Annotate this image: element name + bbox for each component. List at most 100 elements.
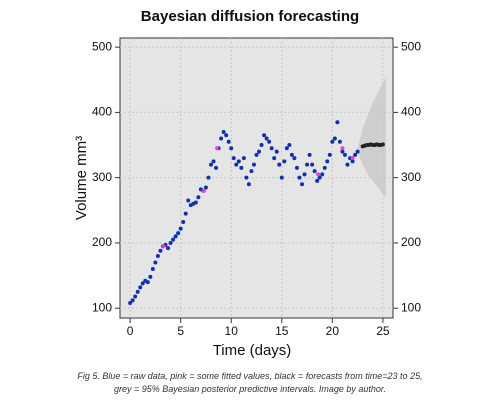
x-tick-label: 5 (177, 324, 184, 338)
data-point (337, 139, 342, 144)
data-point (158, 248, 163, 253)
data-point (327, 152, 332, 157)
data-point (350, 159, 355, 164)
data-point (340, 146, 345, 151)
data-point (272, 156, 277, 161)
x-tick-label: 25 (376, 324, 390, 338)
data-point (211, 159, 216, 164)
data-point (292, 156, 297, 161)
y-tick-label: 200 (92, 235, 112, 249)
data-point (305, 162, 310, 167)
data-point (168, 240, 173, 245)
data-point (135, 289, 140, 294)
x-axis-label: Time (days) (213, 342, 292, 359)
y-tick-label: 300 (92, 170, 112, 184)
data-point (342, 152, 347, 157)
data-point (186, 198, 191, 203)
y-tick-label: 400 (92, 105, 112, 119)
data-point (302, 172, 307, 177)
data-point (234, 162, 239, 167)
chart: Bayesian diffusion forecasting Time (day… (73, 8, 421, 359)
data-point (193, 200, 198, 205)
data-point (251, 162, 256, 167)
data-point (171, 237, 176, 242)
data-point (297, 175, 302, 180)
data-point (140, 281, 145, 286)
data-point (155, 253, 160, 258)
data-point (332, 136, 337, 141)
y2-tick-label: 100 (401, 300, 421, 314)
data-point (277, 162, 282, 167)
data-point (145, 280, 150, 285)
data-point (284, 146, 289, 151)
data-point (307, 152, 312, 157)
data-point (257, 149, 262, 154)
data-point (209, 162, 213, 167)
data-point (239, 165, 244, 170)
data-point (173, 234, 178, 239)
data-point (345, 162, 350, 167)
data-point (267, 139, 272, 144)
data-point (153, 260, 158, 265)
data-point (150, 267, 155, 272)
data-point (312, 169, 317, 174)
data-point (206, 175, 211, 180)
data-point (315, 178, 320, 183)
data-point (244, 175, 249, 180)
data-point (316, 172, 321, 177)
data-point (215, 146, 220, 151)
data-point (340, 149, 345, 154)
data-point (161, 244, 166, 249)
data-point (221, 129, 226, 134)
data-point (203, 185, 208, 190)
y2-tick-label: 300 (401, 170, 421, 184)
data-point (196, 195, 201, 200)
x-tick-label: 15 (275, 324, 289, 338)
data-point (335, 120, 340, 125)
data-point (219, 136, 224, 141)
y2-tick-label: 200 (401, 235, 421, 249)
x-tick-label: 20 (326, 324, 340, 338)
data-point (130, 298, 135, 303)
data-point (201, 188, 206, 193)
chart-title: Bayesian diffusion forecasting (141, 8, 359, 25)
data-point (183, 211, 188, 216)
y2-tick-label: 500 (401, 39, 421, 53)
data-point (231, 156, 236, 161)
y-tick-label: 500 (92, 39, 112, 53)
data-point (264, 136, 269, 141)
data-point (229, 146, 234, 151)
data-point (353, 152, 358, 157)
y-axis-label: Volume mm³ (73, 136, 90, 220)
y2-tick-label: 400 (401, 105, 421, 119)
data-point (322, 165, 327, 170)
data-point (262, 133, 267, 138)
data-point (178, 226, 183, 231)
data-point (289, 152, 294, 157)
data-point (380, 142, 385, 147)
data-point (350, 156, 355, 161)
caption: Fig 5. Blue = raw data, pink = some fitt… (77, 371, 423, 394)
data-point (166, 246, 171, 251)
data-point (246, 182, 251, 187)
data-point (254, 152, 259, 157)
data-point (274, 149, 279, 154)
data-point (355, 149, 360, 154)
data-point (269, 146, 274, 151)
data-point (279, 175, 284, 180)
data-point (176, 231, 181, 236)
data-point (128, 300, 133, 305)
data-point (317, 175, 322, 180)
data-point (133, 294, 138, 299)
data-point (214, 165, 219, 170)
data-point (138, 285, 143, 290)
data-point (226, 139, 231, 144)
data-point (181, 220, 186, 225)
data-point (310, 162, 315, 167)
data-point (282, 159, 287, 164)
data-point (249, 169, 254, 174)
data-point (236, 159, 241, 164)
data-point (287, 143, 292, 148)
data-point (330, 139, 335, 144)
